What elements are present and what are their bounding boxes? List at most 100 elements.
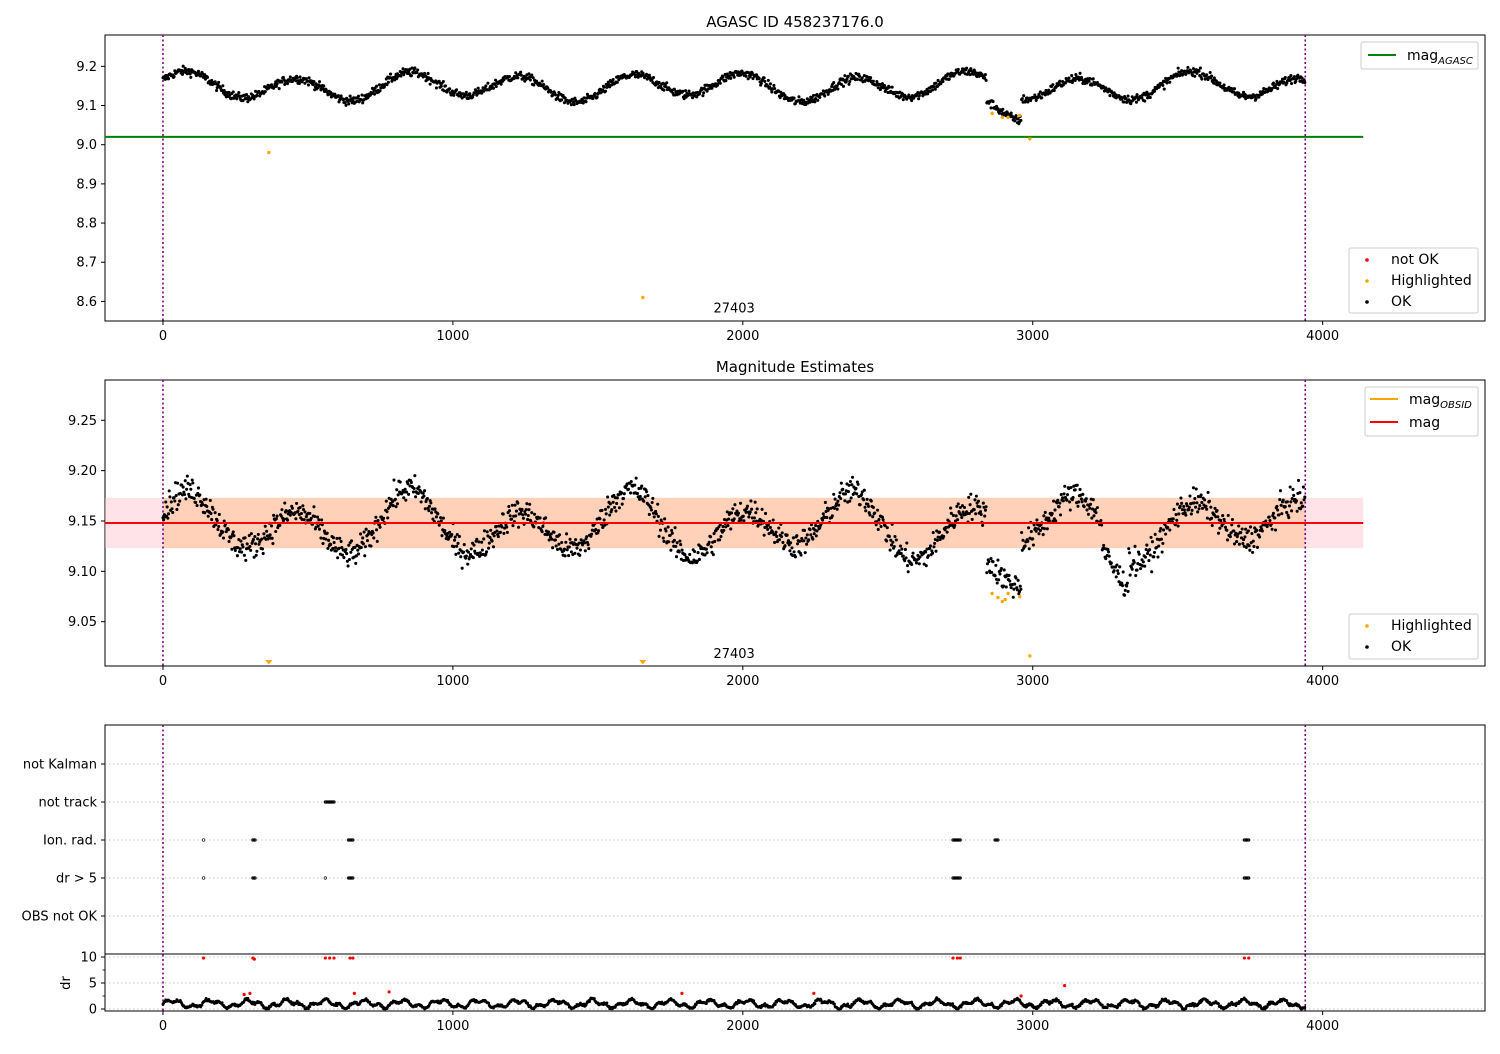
ok-point — [957, 502, 960, 505]
ok-point — [413, 66, 416, 69]
ok-point — [1033, 93, 1036, 96]
ok-point — [1196, 510, 1199, 513]
ok-point — [565, 532, 568, 535]
ok-point — [710, 87, 713, 90]
legend-ok-marker — [1365, 645, 1369, 649]
ok-point — [402, 496, 405, 499]
ok-point — [215, 89, 218, 92]
ok-point — [1005, 585, 1008, 588]
ok-point — [239, 547, 242, 550]
ok-point — [1152, 555, 1155, 558]
ok-point — [960, 516, 963, 519]
ok-point — [1177, 67, 1180, 70]
ok-point — [850, 496, 853, 499]
ok-point — [344, 104, 347, 107]
ok-point — [823, 94, 826, 97]
agasc-x-tick-label: 1000 — [436, 329, 469, 344]
ok-point — [984, 73, 987, 76]
dr-ok-point — [221, 1001, 224, 1004]
ok-point — [1302, 485, 1305, 488]
ok-point — [527, 514, 530, 517]
ok-point — [1192, 67, 1195, 70]
ok-point — [946, 531, 949, 534]
ok-point — [1231, 518, 1234, 521]
ok-point — [634, 75, 637, 78]
ok-point — [710, 545, 713, 548]
ok-point — [1096, 506, 1099, 509]
ok-point — [495, 525, 498, 528]
ok-point — [623, 492, 626, 495]
ok-point — [348, 558, 351, 561]
ok-point — [669, 549, 672, 552]
ok-point — [240, 551, 243, 554]
ok-point — [899, 545, 902, 548]
ok-point — [422, 495, 425, 498]
ok-point — [749, 499, 752, 502]
ok-point — [687, 90, 690, 93]
ok-point — [550, 538, 553, 541]
ok-point — [1074, 73, 1077, 76]
ok-point — [1186, 66, 1189, 69]
ok-point — [1079, 72, 1082, 75]
ok-point — [1175, 519, 1178, 522]
ok-point — [466, 563, 469, 566]
ok-point — [1136, 569, 1139, 572]
ok-point — [805, 543, 808, 546]
ok-point — [778, 538, 781, 541]
ok-point — [633, 484, 636, 487]
ok-point — [933, 542, 936, 545]
ok-point — [578, 542, 581, 545]
ok-point — [1249, 525, 1252, 528]
ok-point — [1179, 505, 1182, 508]
ok-point — [435, 86, 438, 89]
ok-point — [482, 537, 485, 540]
ok-point — [777, 526, 780, 529]
ok-point — [168, 495, 171, 498]
ok-point — [934, 88, 937, 91]
ok-point — [1104, 557, 1107, 560]
ok-point — [344, 101, 347, 104]
ok-point — [1149, 553, 1152, 556]
ok-point — [1085, 497, 1088, 500]
ok-point — [299, 506, 302, 509]
ok-point — [917, 97, 920, 100]
ok-point — [713, 532, 716, 535]
legend-ok-label: OK — [1391, 294, 1412, 310]
ok-point — [443, 529, 446, 532]
ok-point — [994, 564, 997, 567]
highlighted-offscale-marker — [265, 660, 272, 665]
ok-point — [294, 517, 297, 520]
ok-point — [795, 534, 798, 537]
ok-point — [766, 528, 769, 531]
ok-point — [1200, 493, 1203, 496]
ok-point — [1289, 485, 1292, 488]
ok-point — [809, 528, 812, 531]
ok-point — [905, 541, 908, 544]
ok-point — [332, 536, 335, 539]
ok-point — [678, 550, 681, 553]
ok-point — [825, 516, 828, 519]
ok-point — [638, 498, 641, 501]
ok-point — [173, 500, 176, 503]
ok-point — [1040, 96, 1043, 99]
agasc-x-tick-label: 0 — [159, 329, 167, 344]
highlighted-point — [267, 151, 270, 154]
ok-point — [363, 530, 366, 533]
ok-point — [1063, 485, 1066, 488]
ok-point — [318, 80, 321, 83]
ok-point — [1176, 503, 1179, 506]
ok-point — [1162, 528, 1165, 531]
ok-point — [1108, 94, 1111, 97]
ok-point — [610, 508, 613, 511]
ok-point — [1069, 509, 1072, 512]
agasc-y-tick-label: 9.0 — [76, 138, 97, 153]
ok-point — [773, 87, 776, 90]
ok-point — [379, 526, 382, 529]
ok-point — [767, 79, 770, 82]
ok-point — [931, 88, 934, 91]
ok-point — [286, 82, 289, 85]
ok-point — [1300, 501, 1303, 504]
ok-point — [350, 539, 353, 542]
ok-point — [813, 100, 816, 103]
ok-point — [836, 500, 839, 503]
